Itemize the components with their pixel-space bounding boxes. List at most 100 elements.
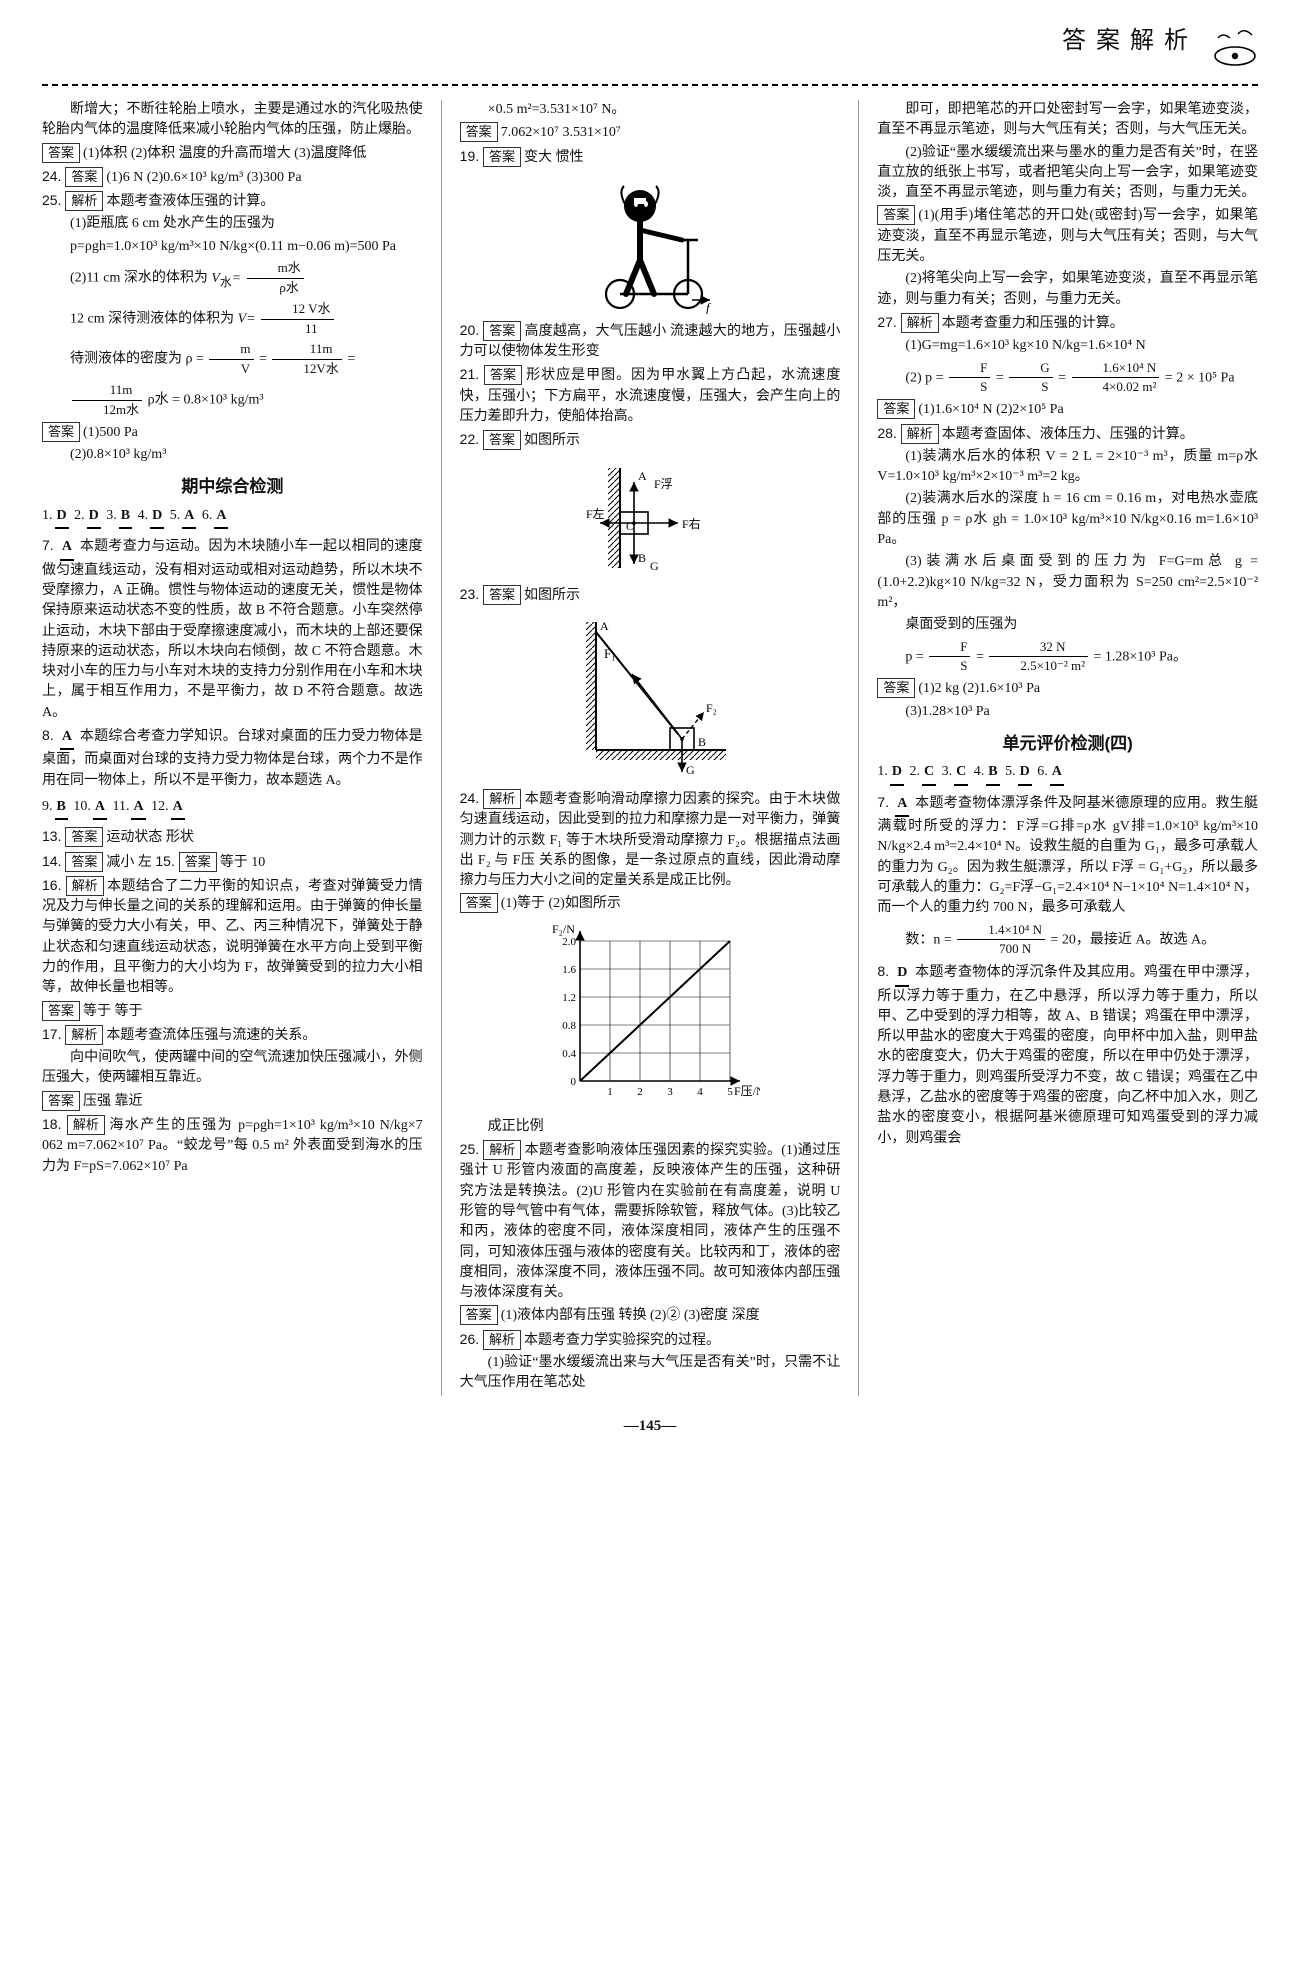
svg-text:F压/N: F压/N (734, 1084, 760, 1098)
qnum: 15. (155, 853, 178, 869)
choice-row: 9.B 10.A 11.A 12.A (42, 797, 423, 820)
choice-underline: A (182, 506, 196, 529)
svg-text:G: G (686, 763, 695, 777)
qnum: 21. (460, 366, 484, 382)
svg-text:3: 3 (667, 1086, 673, 1098)
col-1: 断增大；不断往轮胎上喷水，主要是通过水的汽化吸热使轮胎内气体的温度降低来减小轮胎… (42, 100, 423, 1396)
choice-underline: B (55, 797, 68, 820)
header-title: 答案解析 (1062, 24, 1198, 59)
text: 成正比例 (460, 1117, 841, 1137)
choice-underline: D (1018, 762, 1032, 785)
svg-text:5: 5 (727, 1086, 733, 1098)
section-heading: 期中综合检测 (42, 475, 423, 500)
text: 7.062×10⁷ 3.531×10⁷ (501, 125, 621, 140)
choice-underline: A (93, 797, 107, 820)
answer-box: 答案 (460, 122, 498, 142)
svg-text:F右: F右 (682, 516, 701, 531)
svg-text:B: B (698, 735, 706, 749)
answer-box: 解析 (901, 424, 939, 444)
text: (2)0.8×10³ kg/m³ (42, 445, 423, 465)
answer-box: 答案 (484, 365, 522, 385)
header-badge-icon (1212, 26, 1258, 72)
choice-underline: D (890, 762, 904, 785)
text: (3)装满水后桌面受到的压力为 F=G=m总 g = (1.0+2.2)kg×1… (877, 552, 1258, 613)
text: 即可，即把笔芯的开口处密封写一会字，如果笔迹变淡，直至不再显示笔迹，则与大气压有… (877, 100, 1258, 141)
text: (1)6 N (2)0.6×10³ kg/m³ (3)300 Pa (106, 170, 301, 185)
text: 变大 惯性 (524, 150, 584, 165)
svg-text:A: A (638, 469, 647, 483)
qnum: 23. (460, 586, 483, 602)
qnum: 8. (877, 963, 893, 979)
choice-underline: A (171, 797, 185, 820)
text: (1)2 kg (2)1.6×10³ Pa (918, 681, 1040, 696)
column-separator (858, 100, 859, 1396)
text: (1)装满水后水的体积 V = 2 L = 2×10⁻³ m³，质量 m=ρ水 … (877, 447, 1258, 488)
qnum: 26. (460, 1331, 483, 1347)
answer-box: 答案 (42, 422, 80, 442)
text: 11m12m水 ρ水 = 0.8×10³ kg/m³ (42, 381, 423, 420)
answer-box: 解析 (483, 789, 521, 809)
answer-box: 答案 (460, 893, 498, 913)
page: 答案解析 断增大；不断往轮胎上喷水，主要是通过水的汽化吸热使轮胎内气体的温度降低… (0, 0, 1300, 1465)
text: (1)等于 (2)如图所示 (501, 896, 621, 911)
answer-box: 答案 (877, 205, 915, 225)
choice-underline: C (954, 762, 968, 785)
svg-text:4: 4 (697, 1086, 703, 1098)
text: 本题考查力学实验探究的过程。 (524, 1333, 720, 1348)
text: 断增大；不断往轮胎上喷水，主要是通过水的汽化吸热使轮胎内气体的温度降低来减小轮胎… (42, 100, 423, 141)
text: (1)液体内部有压强 转换 (2)② (3)密度 深度 (501, 1308, 760, 1323)
svg-text:2: 2 (637, 1086, 643, 1098)
answer-box: 答案 (42, 143, 80, 163)
choice-underline: B (119, 506, 132, 529)
choice-row: 1.D 2.C 3.C 4.B 5.D 6.A (877, 762, 1258, 785)
answer-box: 解析 (65, 1025, 103, 1045)
fraction: 11m12m水 (72, 381, 142, 420)
svg-text:C: C (626, 521, 633, 533)
qnum: 7. (877, 794, 893, 810)
fraction: 12 V水11 (261, 300, 333, 339)
fraction: m水ρ水 (247, 259, 304, 298)
answer-box: 答案 (65, 827, 103, 847)
text: (2)11 cm 深水的体积为 V水= m水ρ水 (42, 259, 423, 298)
answer-box: 解析 (483, 1140, 521, 1160)
column-separator (441, 100, 442, 1396)
answer-box: 答案 (483, 147, 521, 167)
text: (1)体积 (2)体积 温度的升高而增大 (3)温度降低 (83, 146, 366, 161)
fraction: FS (949, 359, 990, 398)
answer-box: 答案 (65, 167, 103, 187)
choice-underline: C (922, 762, 936, 785)
text: 等于 10 (220, 855, 266, 870)
answer-box: 解析 (65, 191, 103, 211)
text: (1)G=mg=1.6×10³ kg×10 N/kg=1.6×10⁴ N (877, 336, 1258, 356)
text: 本题考查力与运动。因为木块随小车一起以相同的速度做匀速直线运动，没有相对运动或相… (42, 539, 423, 719)
svg-text:0.4: 0.4 (562, 1048, 576, 1060)
header: 答案解析 (42, 24, 1258, 76)
text: p=ρgh=1.0×10³ kg/m³×10 N/kg×(0.11 m−0.06… (42, 237, 423, 257)
answer-box: 答案 (483, 585, 521, 605)
answer-box: 答案 (65, 852, 103, 872)
svg-text:0.8: 0.8 (562, 1020, 576, 1032)
chart-q24: F₂/N F压/N 00.40.8 1.21.62.0 123 45 (540, 921, 760, 1111)
qnum: 20. (460, 322, 484, 338)
text: 本题结合了二力平衡的知识点，考查对弹簧受力情况及力与伸长量之间的关系的理解和运用… (42, 879, 423, 995)
answer-box: 答案 (483, 430, 521, 450)
columns: 断增大；不断往轮胎上喷水，主要是通过水的汽化吸热使轮胎内气体的温度降低来减小轮胎… (42, 100, 1258, 1396)
text: 本题考查重力和压强的计算。 (942, 316, 1124, 331)
svg-text:F₂/N: F₂/N (552, 922, 575, 936)
choice-underline: A (1050, 762, 1064, 785)
text: 本题考查影响液体压强因素的探究实验。(1)通过压强计 U 形管内液面的高度差，反… (460, 1143, 841, 1300)
text: 待测液体的密度为 ρ = mV = 11m12V水 = (42, 340, 423, 379)
text: 减小 左 (106, 855, 155, 870)
choice-underline: B (986, 762, 999, 785)
qnum: 19. (460, 148, 483, 164)
header-divider (42, 84, 1258, 86)
svg-text:2.0: 2.0 (562, 936, 576, 948)
qnum: 24. (460, 790, 484, 806)
choice-underline: D (895, 963, 909, 986)
answer-box: 答案 (42, 1001, 80, 1021)
page-number: —145— (42, 1416, 1258, 1438)
svg-text:F左: F左 (586, 506, 605, 521)
text: (1)验证“墨水缓缓流出来与大气压是否有关”时，只需不让大气压作用在笔芯处 (460, 1353, 841, 1394)
text: 数：n = 1.4×10⁴ N700 N = 20，最接近 A。故选 A。 (877, 921, 1258, 960)
svg-text:F₂: F₂ (706, 701, 717, 715)
